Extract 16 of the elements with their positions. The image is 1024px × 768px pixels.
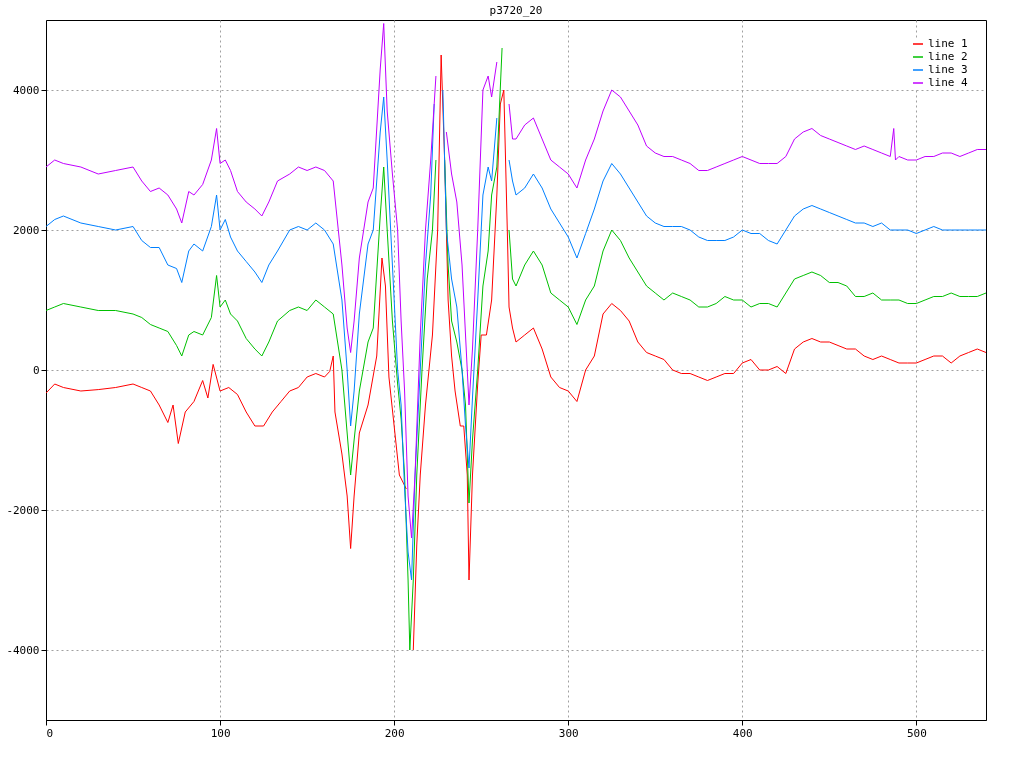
chart-title: p3720_20 (489, 4, 543, 17)
legend-label: line 1 (928, 37, 968, 50)
y-tick-label: -4000 (6, 643, 40, 657)
legend-label: line 4 (928, 76, 969, 89)
legend-label: line 3 (928, 63, 968, 76)
legend-label: line 2 (928, 50, 968, 63)
x-tick-label: 0 (46, 726, 54, 740)
y-tick-label: 4000 (13, 83, 40, 97)
y-tick-label: 2000 (13, 223, 40, 237)
x-tick-label: 500 (906, 726, 927, 740)
x-tick-label: 100 (210, 726, 231, 740)
x-tick-label: 200 (384, 726, 405, 740)
y-tick-label: 0 (32, 363, 40, 377)
x-tick-label: 300 (558, 726, 579, 740)
x-tick-label: 400 (732, 726, 753, 740)
y-tick-label: -2000 (6, 503, 40, 517)
